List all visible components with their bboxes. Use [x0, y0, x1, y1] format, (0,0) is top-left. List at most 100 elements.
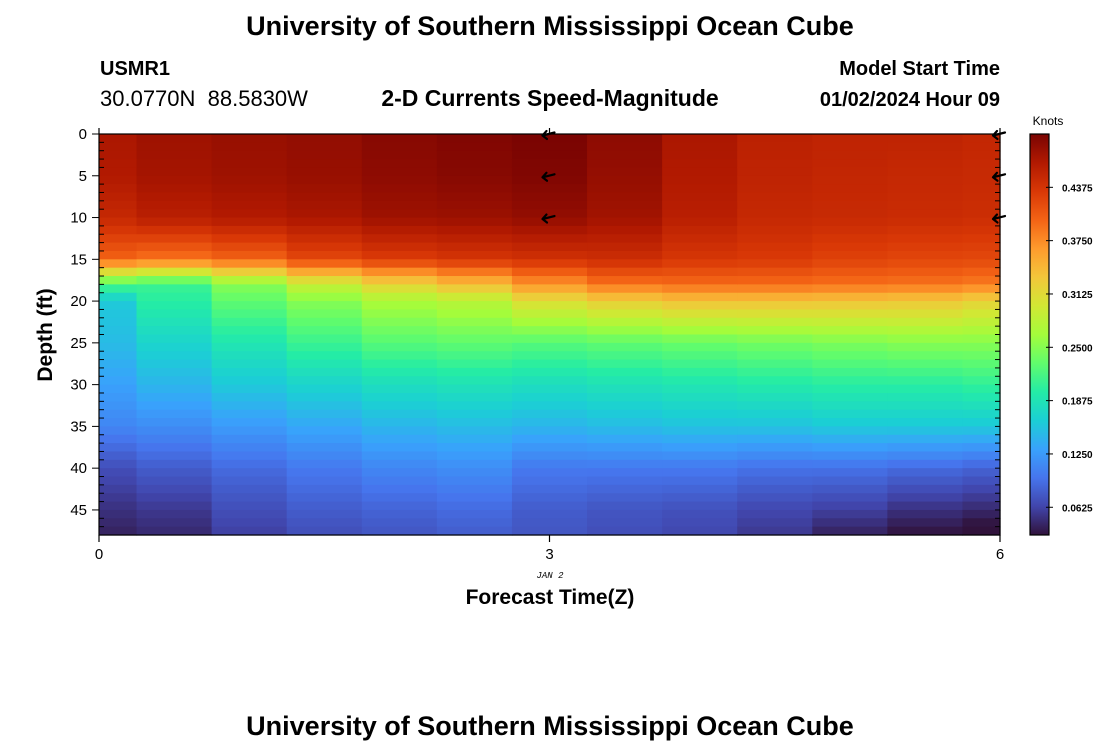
- heatmap-cell: [737, 484, 813, 494]
- heatmap-cell: [286, 476, 363, 486]
- heatmap-cell: [737, 259, 813, 269]
- heatmap-cell: [99, 317, 138, 327]
- heatmap-cell: [99, 200, 138, 210]
- heatmap-cell: [662, 376, 738, 386]
- heatmap-cell: [962, 167, 1001, 177]
- heatmap-cell: [99, 301, 138, 311]
- heatmap-cell: [737, 217, 813, 227]
- heatmap-cell: [361, 259, 438, 269]
- heatmap-cell: [361, 175, 438, 185]
- heatmap-cell: [136, 434, 213, 444]
- heatmap-cell: [286, 167, 363, 177]
- heatmap-cell: [211, 292, 288, 302]
- heatmap-cell: [511, 484, 588, 494]
- heatmap-cell: [136, 142, 213, 152]
- x-tick-label: 6: [996, 546, 1004, 563]
- heatmap-cell: [361, 401, 438, 411]
- heatmap-cell: [136, 167, 213, 177]
- heatmap-cell: [587, 225, 663, 235]
- heatmap-cell: [662, 276, 738, 285]
- heatmap-cell: [211, 501, 288, 511]
- heatmap-cell: [286, 342, 363, 352]
- current-arrow: [541, 171, 556, 182]
- heatmap-cell: [136, 459, 213, 469]
- heatmap-cell: [511, 342, 588, 352]
- heatmap-cell: [99, 267, 138, 277]
- heatmap-cell: [211, 250, 288, 260]
- heatmap-cell: [737, 434, 813, 444]
- heatmap-cell: [587, 426, 663, 436]
- colorbar-tick-label: 0.2500: [1062, 343, 1093, 354]
- heatmap-cell: [286, 443, 363, 453]
- heatmap-cell: [436, 418, 513, 427]
- heatmap-cell: [511, 192, 588, 202]
- heatmap-cell: [737, 509, 813, 519]
- heatmap-cell: [812, 451, 888, 461]
- heatmap-cell: [887, 167, 964, 177]
- heatmap-cell: [737, 192, 813, 202]
- heatmap-cell: [361, 518, 438, 528]
- heatmap-cell: [812, 342, 888, 352]
- heatmap-cell: [99, 284, 138, 294]
- heatmap-cell: [361, 367, 438, 377]
- heatmap-cell: [136, 409, 213, 419]
- heatmap-cell: [662, 418, 738, 427]
- heatmap-cell: [361, 242, 438, 252]
- heatmap-cell: [211, 301, 288, 311]
- heatmap-cell: [436, 284, 513, 294]
- heatmap-cell: [99, 225, 138, 235]
- heatmap-cell: [812, 526, 888, 536]
- heatmap-cell: [812, 501, 888, 511]
- heatmap-cell: [587, 134, 663, 143]
- heatmap-cell: [962, 301, 1001, 311]
- heatmap-cell: [962, 501, 1001, 511]
- heatmap-cell: [587, 276, 663, 285]
- heatmap-cell: [436, 242, 513, 252]
- heatmap-cell: [361, 493, 438, 503]
- heatmap-cell: [361, 476, 438, 486]
- heatmap-cell: [361, 134, 438, 143]
- heatmap-cell: [812, 401, 888, 411]
- heatmap-cell: [99, 468, 138, 478]
- heatmap-cell: [286, 292, 363, 302]
- heatmap-cell: [361, 167, 438, 177]
- heatmap-cell: [511, 159, 588, 169]
- heatmap-cell: [812, 317, 888, 327]
- heatmap-cell: [286, 242, 363, 252]
- heatmap-cell: [511, 309, 588, 319]
- heatmap-cell: [211, 184, 288, 194]
- heatmap-cell: [286, 309, 363, 319]
- heatmap-cell: [436, 501, 513, 511]
- heatmap-cell: [286, 459, 363, 469]
- heatmap-cell: [737, 142, 813, 152]
- heatmap-cell: [286, 384, 363, 394]
- heatmap-cell: [361, 225, 438, 235]
- heatmap-cell: [211, 217, 288, 227]
- heatmap-cell: [136, 342, 213, 352]
- heatmap-cell: [887, 468, 964, 478]
- heatmap-cell: [361, 376, 438, 386]
- heatmap-cell: [737, 342, 813, 352]
- heatmap-cell: [361, 234, 438, 244]
- heatmap-cell: [211, 309, 288, 319]
- heatmap-cell: [136, 451, 213, 461]
- heatmap-cell: [511, 401, 588, 411]
- heatmap-cell: [361, 250, 438, 260]
- heatmap-cell: [99, 276, 138, 285]
- heatmap-cell: [962, 367, 1001, 377]
- heatmap-cell: [211, 134, 288, 143]
- heatmap-cell: [662, 459, 738, 469]
- heatmap-cell: [211, 392, 288, 402]
- heatmap-cell: [662, 518, 738, 528]
- heatmap-cell: [436, 317, 513, 327]
- heatmap-cell: [587, 292, 663, 302]
- heatmap-cell: [887, 192, 964, 202]
- heatmap-cell: [436, 167, 513, 177]
- heatmap-cell: [136, 200, 213, 210]
- heatmap-cell: [887, 175, 964, 185]
- heatmap-cell: [962, 242, 1001, 252]
- heatmap-cell: [136, 426, 213, 436]
- heatmap-cell: [887, 326, 964, 336]
- heatmap-cell: [136, 276, 213, 285]
- heatmap-cell: [511, 200, 588, 210]
